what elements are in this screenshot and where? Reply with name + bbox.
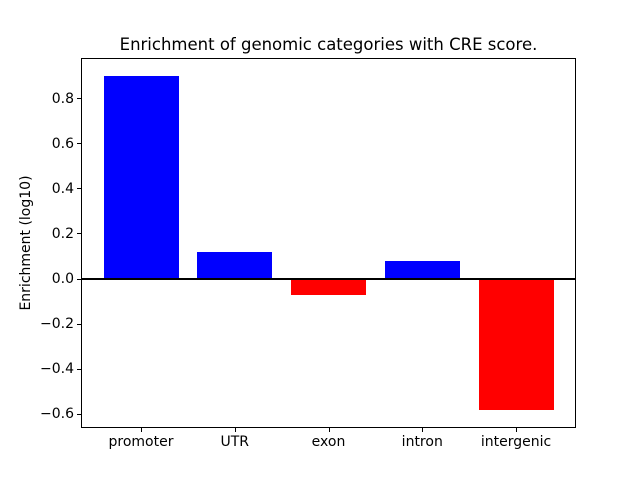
x-tick-label-intron: intron [401,434,443,450]
x-tick-mark [328,428,330,432]
bar-exon [291,279,366,295]
y-tick-label: −0.4 [40,361,74,378]
y-tick-label: −0.2 [40,316,74,333]
y-tick-mark [77,143,81,145]
y-tick-mark [77,368,81,370]
y-tick-label: 0.4 [51,180,74,197]
y-tick-label: 0.2 [51,225,74,242]
y-tick-label: 0.0 [51,271,74,288]
y-tick-label: 0.8 [51,90,74,107]
y-tick-mark [77,98,81,100]
x-tick-mark [516,428,517,432]
y-tick-mark [77,233,81,235]
y-tick-mark [77,413,81,415]
y-tick-mark [77,323,81,325]
y-tick-label: −0.6 [40,406,74,423]
x-tick-label-exon: exon [311,434,346,450]
x-tick-mark [141,428,142,432]
bar-intron [384,261,460,280]
bar-UTR [197,252,273,280]
bar-intergenic [478,279,554,410]
x-tick-mark [422,428,424,432]
zero-line [81,278,576,281]
bar-promoter [103,76,179,280]
x-tick-mark [234,428,236,432]
y-tick-mark [77,278,81,280]
y-tick-mark [77,188,81,190]
chart-title: Enrichment of genomic categories with CR… [119,35,538,54]
x-tick-label-promoter: promoter [108,434,174,450]
x-tick-label-intergenic: intergenic [480,434,552,450]
y-tick-label: 0.6 [51,135,74,152]
x-tick-label-UTR: UTR [220,434,250,450]
